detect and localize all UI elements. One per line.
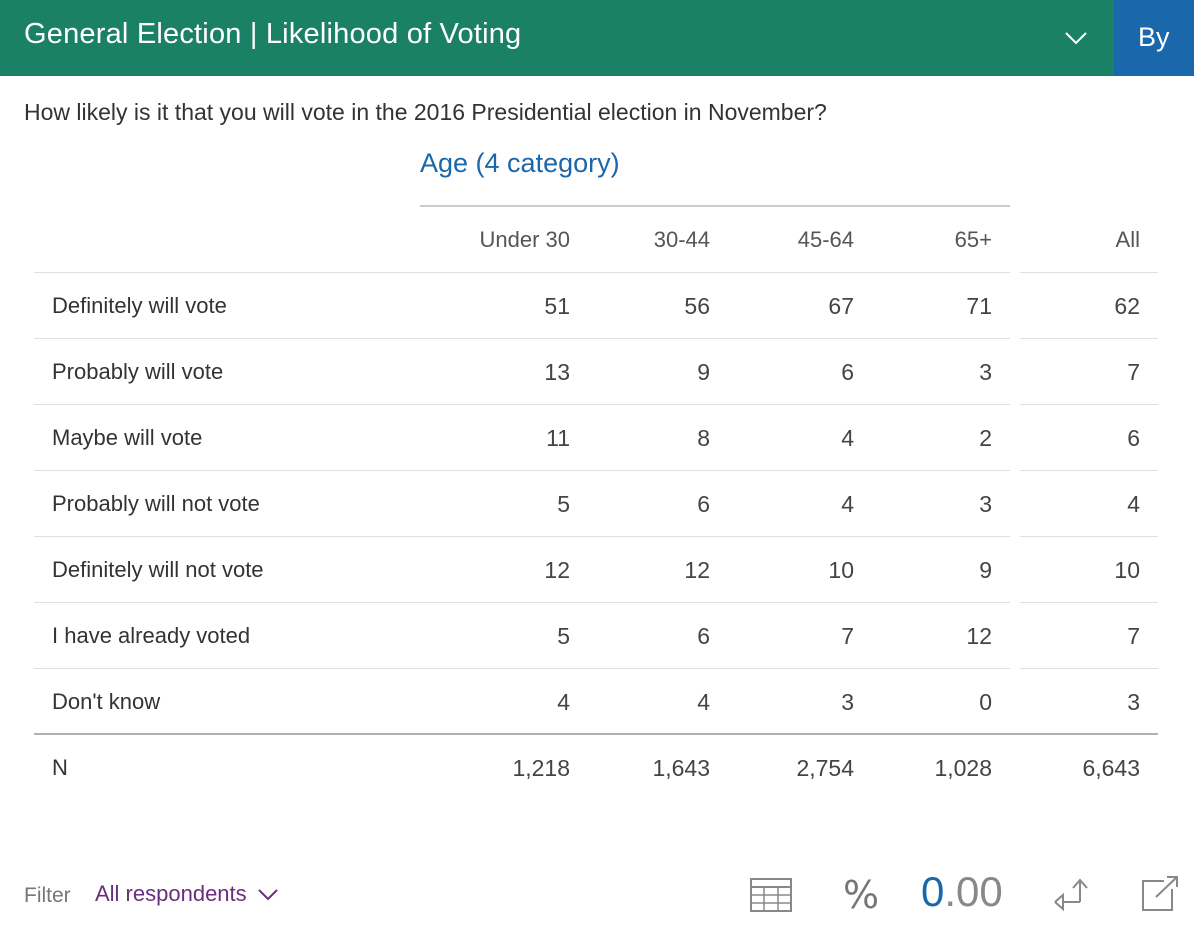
decimals-rest: .00 bbox=[944, 868, 1003, 915]
table-cell: 4 bbox=[557, 688, 570, 715]
decimals-lead: 0 bbox=[921, 868, 945, 915]
row-divider bbox=[1020, 272, 1158, 273]
row-divider bbox=[1020, 470, 1158, 471]
table-row: Don't know 4 4 3 0 3 bbox=[34, 669, 1158, 735]
filter-value: All respondents bbox=[95, 881, 247, 906]
row-divider bbox=[1020, 404, 1158, 405]
row-divider bbox=[1020, 602, 1158, 603]
table-cell: 56 bbox=[684, 292, 710, 319]
table-cell: 9 bbox=[979, 556, 992, 583]
table-cell: 6 bbox=[697, 490, 710, 517]
percent-toggle[interactable]: % bbox=[843, 873, 880, 917]
table-row: Definitely will not vote 12 12 10 9 10 bbox=[34, 537, 1158, 603]
group-by-label[interactable]: Age (4 category) bbox=[420, 148, 620, 178]
table-cell: 6 bbox=[697, 622, 710, 649]
table-cell: 7 bbox=[1127, 358, 1140, 385]
table-cell: 10 bbox=[1114, 556, 1140, 583]
n-row: N 1,218 1,643 2,754 1,028 6,643 bbox=[34, 735, 1158, 801]
row-divider bbox=[1020, 668, 1158, 669]
table-cell: 8 bbox=[697, 424, 710, 451]
column-header: 65+ bbox=[954, 227, 992, 252]
table-cell: 10 bbox=[828, 556, 854, 583]
filter-dropdown[interactable]: All respondents bbox=[95, 881, 279, 907]
row-divider bbox=[34, 470, 1010, 471]
table-cell: 12 bbox=[684, 556, 710, 583]
table-cell: 12 bbox=[966, 622, 992, 649]
row-label: N bbox=[52, 755, 68, 780]
table-cell: 4 bbox=[697, 688, 710, 715]
table-cell: 5 bbox=[557, 622, 570, 649]
row-divider bbox=[34, 272, 1010, 273]
filter-label: Filter bbox=[24, 884, 71, 907]
chevron-down-icon[interactable] bbox=[1060, 24, 1092, 52]
column-header: 30-44 bbox=[653, 227, 710, 252]
row-label: I have already voted bbox=[52, 623, 251, 648]
column-header: Under 30 bbox=[479, 227, 570, 252]
table-cell: 7 bbox=[1127, 622, 1140, 649]
row-label: Definitely will vote bbox=[52, 293, 227, 318]
row-divider bbox=[34, 338, 1010, 339]
group-divider bbox=[420, 205, 1010, 207]
table-cell: 12 bbox=[544, 556, 570, 583]
table-cell: 4 bbox=[841, 424, 854, 451]
decimals-toggle[interactable]: 0.00 bbox=[921, 868, 1003, 916]
table-header-row: Under 30 30-44 45-64 65+ All bbox=[34, 207, 1158, 273]
table-cell: 4 bbox=[841, 490, 854, 517]
row-label: Don't know bbox=[52, 689, 161, 714]
table-cell: 4 bbox=[1127, 490, 1140, 517]
table-cell: 3 bbox=[1127, 688, 1140, 715]
table-row: Definitely will vote 51 56 67 71 62 bbox=[34, 273, 1158, 339]
table-cell: 6 bbox=[1127, 424, 1140, 451]
table-cell: 9 bbox=[697, 358, 710, 385]
row-label: Probably will not vote bbox=[52, 491, 260, 516]
chevron-down-icon bbox=[257, 889, 278, 901]
table-cell: 13 bbox=[544, 358, 570, 385]
by-button[interactable]: By bbox=[1114, 0, 1194, 76]
row-divider bbox=[34, 668, 1010, 669]
table-row: I have already voted 5 6 7 12 7 bbox=[34, 603, 1158, 669]
row-divider bbox=[34, 536, 1010, 537]
page-title: General Election | Likelihood of Voting bbox=[24, 18, 522, 50]
row-divider bbox=[34, 404, 1010, 405]
table-cell: 1,218 bbox=[512, 754, 570, 781]
row-label: Definitely will not vote bbox=[52, 557, 264, 582]
table-row: Probably will vote 13 9 6 3 7 bbox=[34, 339, 1158, 405]
row-divider bbox=[1020, 338, 1158, 339]
table-cell: 3 bbox=[979, 490, 992, 517]
swap-axes-icon[interactable] bbox=[1052, 876, 1092, 914]
table-cell: 6,643 bbox=[1082, 754, 1140, 781]
table-cell: 7 bbox=[841, 622, 854, 649]
popout-icon[interactable] bbox=[1140, 875, 1180, 913]
table-cell: 67 bbox=[828, 292, 854, 319]
row-label: Probably will vote bbox=[52, 359, 224, 384]
column-header: All bbox=[1115, 227, 1140, 252]
table-cell: 6 bbox=[841, 358, 854, 385]
table-cell: 5 bbox=[557, 490, 570, 517]
table-cell: 11 bbox=[546, 424, 570, 451]
table-cell: 2,754 bbox=[796, 754, 854, 781]
crosstab-table: Under 30 30-44 45-64 65+ All Definitely … bbox=[34, 207, 1158, 801]
table-row: Maybe will vote 11 8 4 2 6 bbox=[34, 405, 1158, 471]
table-cell: 1,643 bbox=[652, 754, 710, 781]
table-cell: 1,028 bbox=[934, 754, 992, 781]
header-bar: General Election | Likelihood of Voting … bbox=[0, 0, 1194, 76]
table-row: Probably will not vote 5 6 4 3 4 bbox=[34, 471, 1158, 537]
row-divider bbox=[34, 733, 1158, 735]
column-header: 45-64 bbox=[797, 227, 854, 252]
table-cell: 3 bbox=[841, 688, 854, 715]
table-cell: 62 bbox=[1114, 292, 1140, 319]
question-text: How likely is it that you will vote in t… bbox=[24, 99, 827, 125]
row-divider bbox=[1020, 536, 1158, 537]
table-cell: 0 bbox=[979, 688, 992, 715]
table-cell: 51 bbox=[544, 292, 570, 319]
row-divider bbox=[34, 602, 1010, 603]
row-label: Maybe will vote bbox=[52, 425, 203, 450]
table-grid-icon[interactable] bbox=[750, 878, 792, 912]
table-cell: 2 bbox=[979, 424, 992, 451]
table-cell: 3 bbox=[979, 358, 992, 385]
table-cell: 71 bbox=[966, 292, 992, 319]
